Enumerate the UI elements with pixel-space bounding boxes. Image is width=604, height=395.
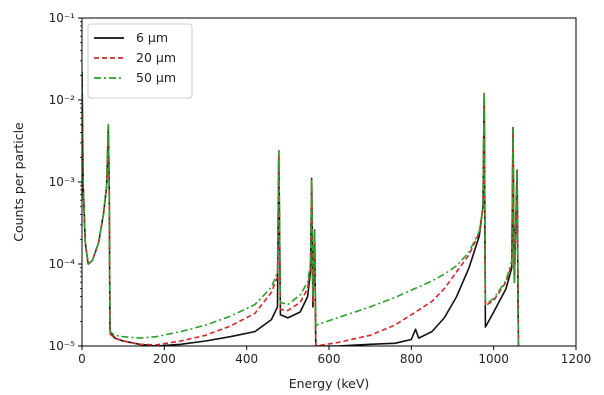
series-layer (82, 71, 520, 346)
legend: 6 µm 20 µm 50 µm (87, 23, 193, 99)
x-axis-ticks: 0 200 400 600 800 1000 1200 (78, 346, 591, 366)
legend-box (87, 23, 193, 99)
x-tick-label: 600 (318, 352, 341, 366)
y-tick-label: 10⁻² (49, 93, 76, 107)
y-tick-label: 10⁻¹ (49, 11, 76, 25)
x-tick-label: 400 (235, 352, 258, 366)
y-tick-label: 10⁻⁵ (49, 339, 76, 353)
x-tick-label: 1000 (478, 352, 509, 366)
y-axis-ticks: 10⁻⁵ 10⁻⁴ 10⁻³ 10⁻² 10⁻¹ (49, 11, 82, 353)
legend-label-1: 20 µm (136, 50, 176, 65)
y-tick-label: 10⁻³ (49, 175, 76, 189)
series-line-0 (82, 71, 520, 346)
y-axis-label: Counts per particle (11, 122, 26, 242)
x-axis-label: Energy (keV) (289, 376, 370, 391)
legend-label-2: 50 µm (136, 70, 176, 85)
x-tick-label: 0 (78, 352, 86, 366)
x-tick-label: 800 (400, 352, 423, 366)
x-tick-label: 200 (153, 352, 176, 366)
series-line-1 (82, 71, 520, 346)
x-tick-label: 1200 (561, 352, 592, 366)
legend-label-0: 6 µm (136, 30, 168, 45)
y-tick-label: 10⁻⁴ (49, 257, 76, 271)
series-line-2 (82, 71, 520, 346)
